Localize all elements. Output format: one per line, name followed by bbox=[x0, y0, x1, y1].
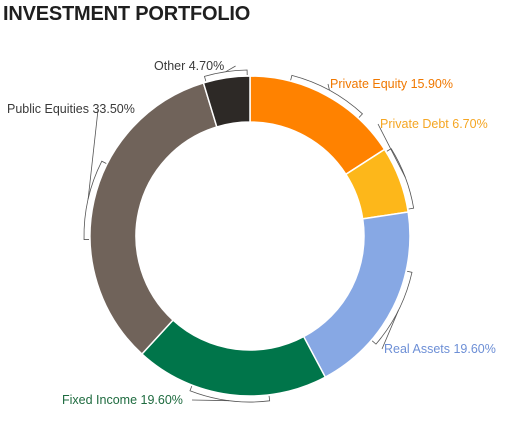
leader-public-equities bbox=[87, 108, 99, 200]
leader-real-assets bbox=[381, 310, 399, 350]
label-brackets bbox=[83, 65, 415, 403]
slice-fixed-income bbox=[140, 319, 327, 397]
label-private-equity: Private Equity 15.90% bbox=[330, 77, 453, 91]
slice-labels: Private Equity 15.90% Private Debt 6.70% R… bbox=[7, 59, 496, 407]
label-other: Other 4.70% bbox=[154, 59, 224, 73]
bracket-real-assets bbox=[371, 270, 413, 345]
bracket-private-equity bbox=[290, 74, 363, 118]
leader-other bbox=[225, 65, 236, 73]
label-real-assets: Real Assets 19.60% bbox=[384, 342, 496, 356]
chart-title: INVESTMENT PORTFOLIO bbox=[3, 3, 251, 25]
leader-fixed-income bbox=[191, 399, 230, 402]
label-public-equities: Public Equities 33.50% bbox=[7, 102, 135, 116]
bracket-other bbox=[203, 69, 248, 82]
leader-private-equity bbox=[327, 83, 330, 91]
leader-private-debt bbox=[377, 123, 406, 178]
donut-slices bbox=[89, 75, 411, 397]
label-private-debt: Private Debt 6.70% bbox=[380, 117, 488, 131]
slice-other bbox=[202, 75, 251, 128]
slice-public-equities bbox=[89, 81, 218, 356]
label-fixed-income: Fixed Income 19.60% bbox=[62, 393, 183, 407]
